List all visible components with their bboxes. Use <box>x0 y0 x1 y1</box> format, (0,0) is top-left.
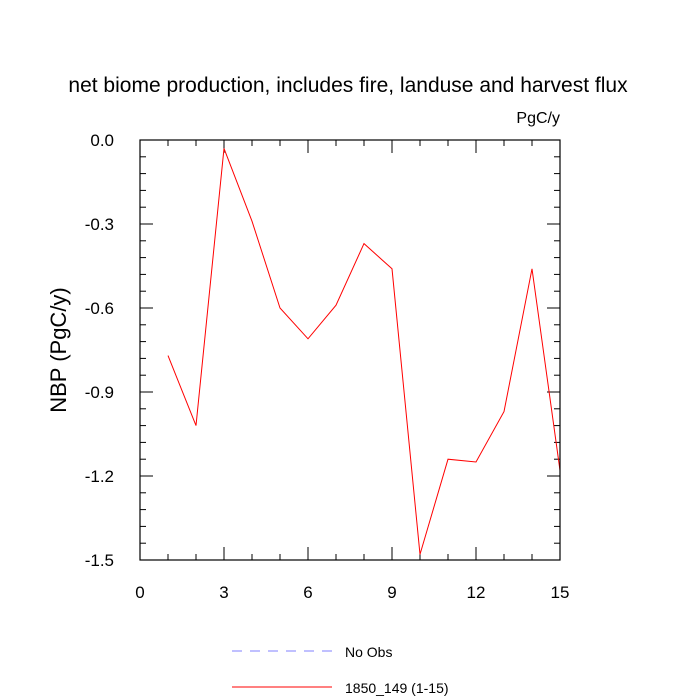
x-tick-label: 0 <box>135 583 144 602</box>
plot-frame <box>139 139 561 561</box>
tick-layer: 0 3 6 9 12 15 0.0 -0.3 -0.6 -0.9 -1.2 -1.5 <box>85 131 570 602</box>
x-tick-label: 15 <box>551 583 570 602</box>
x-tick-label: 6 <box>303 583 312 602</box>
x-tick-label: 12 <box>467 583 486 602</box>
legend-label: No Obs <box>345 644 392 660</box>
y-tick-label: -0.9 <box>85 383 114 402</box>
y-axis-label: NBP (PgC/y) <box>46 287 71 413</box>
y-tick-label: -1.2 <box>85 467 114 486</box>
chart-title: net biome production, includes fire, lan… <box>68 74 628 97</box>
y-tick-label: -1.5 <box>85 551 114 570</box>
x-tick-label: 3 <box>219 583 228 602</box>
y-tick-label: -0.3 <box>85 215 114 234</box>
legend: No Obs 1850_149 (1-15) <box>232 644 449 696</box>
series-layer <box>167 148 560 555</box>
y-tick-label: 0.0 <box>90 131 114 150</box>
x-tick-label: 9 <box>387 583 396 602</box>
series-line <box>167 148 560 555</box>
legend-label: 1850_149 (1-15) <box>345 680 449 696</box>
units-label: PgC/y <box>516 110 560 127</box>
y-tick-label: -0.6 <box>85 299 114 318</box>
